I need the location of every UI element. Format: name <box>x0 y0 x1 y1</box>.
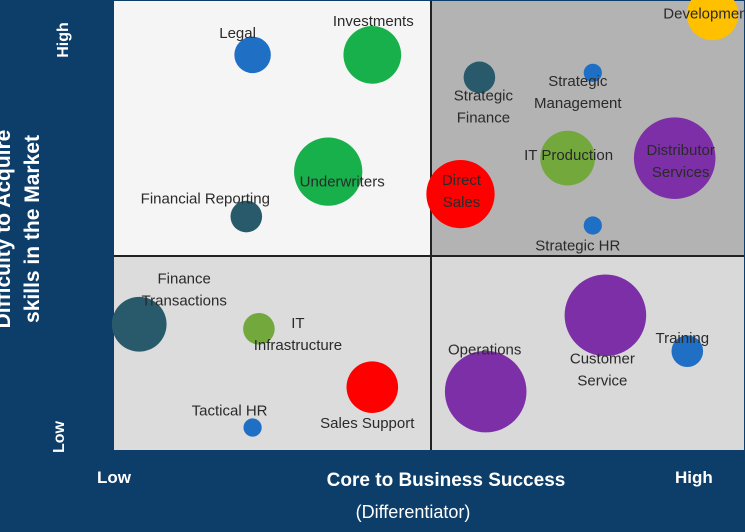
label-legal: Legal <box>219 25 256 42</box>
bubble-it-infrastructure <box>243 312 275 345</box>
label-sales-support: Sales Support <box>320 415 415 432</box>
bubble-strategic-hr <box>583 216 602 235</box>
label-operations: Operations <box>448 342 521 359</box>
label-product-development: ProductDevelopment <box>663 0 745 22</box>
label-strategic-finance: Strategic Finance <box>454 87 514 126</box>
label-financial-reporting: Financial Reporting <box>141 191 270 208</box>
y-axis-title-line-2: skills in the Market <box>21 135 44 323</box>
bubble-underwriters <box>294 137 363 206</box>
label-tactical-hr: Tactical HR <box>192 403 268 420</box>
bubble-direct-sales <box>426 159 495 229</box>
label-strategic-management: Strategic Management <box>534 73 622 112</box>
y-axis-low-label: Low <box>51 421 68 453</box>
label-underwriters: Underwriters <box>300 174 385 191</box>
bubble-operations <box>444 350 527 433</box>
bubble-legal <box>234 36 271 74</box>
y-axis-title-line-1: Difficulty to Acquire <box>0 129 15 329</box>
label-strategic-hr: Strategic HR <box>535 238 620 255</box>
bubble-product-development <box>686 0 739 41</box>
label-it-infrastructure: IT Infrastructure <box>254 315 342 354</box>
label-distributor-services: Distributor Services <box>647 142 715 181</box>
bubble-tactical-hr <box>243 418 262 437</box>
bubble-customer-service <box>564 274 647 357</box>
label-it-production: IT Production <box>524 147 613 164</box>
bubble-distributor-services <box>633 117 716 199</box>
bubble-strategic-management <box>583 63 602 82</box>
x-axis-low-label: Low <box>97 468 131 487</box>
bubble-investments <box>343 26 402 84</box>
label-direct-sales: Direct Sales <box>442 172 482 211</box>
x-axis-title: Core to Business Success <box>326 470 566 491</box>
x-axis-subtitle: (Differentiator) <box>355 502 471 522</box>
label-finance-transactions: Finance Transactions <box>142 270 227 309</box>
label-investments: Investments <box>333 13 414 30</box>
bubble-strategic-finance <box>463 61 496 94</box>
bubble-sales-support <box>346 361 399 413</box>
bubble-financial-reporting <box>230 200 263 233</box>
bubble-it-production <box>540 130 595 186</box>
label-training: Training <box>655 330 709 347</box>
label-customer-service: Customer Service <box>570 350 635 389</box>
bubble-training <box>671 335 704 368</box>
y-axis-high-label: High <box>55 22 72 58</box>
x-axis-high-label: High <box>675 468 713 487</box>
plot-area-bottom-left <box>114 256 431 450</box>
bubble-finance-transactions <box>111 296 167 352</box>
